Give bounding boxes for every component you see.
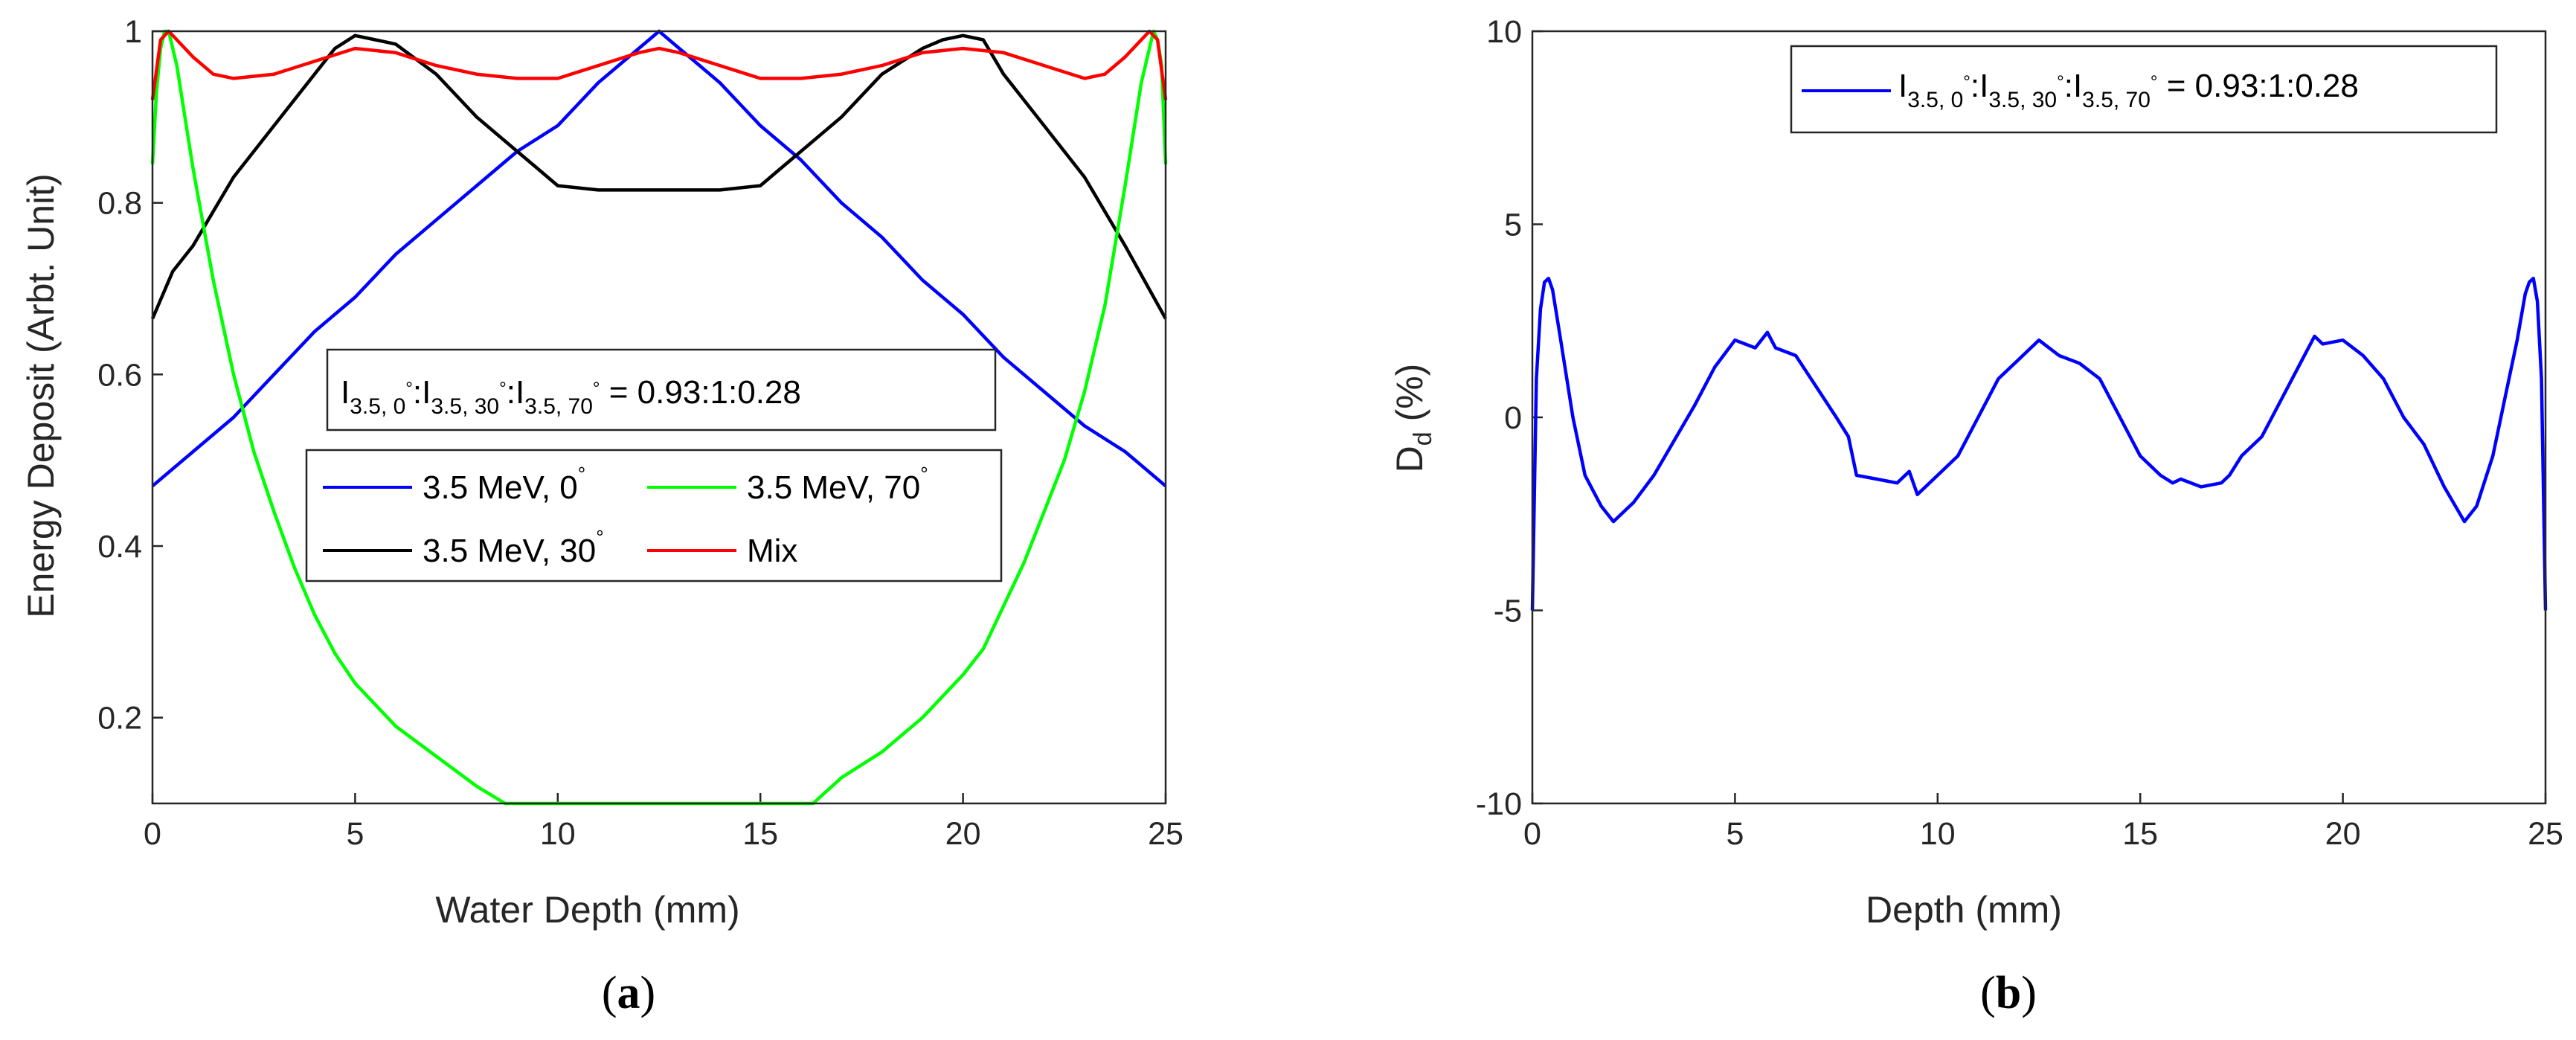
x-tick-label: 20 (945, 816, 981, 852)
annotation-text: I3.5, 0°:I3.5, 30°:I3.5, 70° = 0.93:1:0.… (341, 374, 801, 419)
x-tick-label: 0 (1523, 816, 1541, 852)
y-tick-label: 0.8 (97, 186, 142, 222)
y-tick-label: 5 (1504, 208, 1522, 243)
panel-a: 0 5 10 15 20 25 0.2 0.4 0.6 0.8 1 I3.5, 0°:I3.5, … (20, 14, 1183, 1018)
legend-label-0deg: 3.5 MeV, 0° (423, 463, 585, 506)
legend-label-30deg: 3.5 MeV, 30° (423, 526, 604, 569)
x-tick-label: 15 (742, 816, 778, 852)
panel-a-x-ticks: 0 5 10 15 20 25 (144, 793, 1183, 852)
panel-b-y-ticks: -10 -5 0 5 10 (1476, 14, 1543, 822)
series-line-i3-5-0-i3-5-30-i3-5-70-0-93-1-0-28 (1530, 276, 2548, 611)
x-tick-label: 0 (144, 816, 161, 852)
legend-box-b (1790, 45, 2498, 134)
panel-b-x-label: Depth (mm) (1866, 889, 2062, 931)
panel-a-annotation: I3.5, 0°:I3.5, 30°:I3.5, 70° = 0.93:1:0.… (326, 348, 997, 431)
panel-a-y-label: Energy Deposit (Arbt. Unit) (20, 173, 62, 617)
legend-label-mix: Mix (747, 533, 797, 569)
x-tick-label: 5 (346, 816, 364, 852)
panel-a-series (150, 29, 1168, 806)
panel-b-caption: (b) (1980, 968, 2037, 1018)
y-tick-label: -10 (1476, 786, 1522, 822)
y-tick-label: -5 (1494, 594, 1522, 629)
x-tick-label: 10 (540, 816, 576, 852)
panel-b-series (1530, 276, 2548, 611)
panel-b-x-ticks: 0 5 10 15 20 25 (1523, 793, 2563, 852)
legend-box (305, 449, 1003, 582)
series-line-mix (150, 29, 1168, 100)
x-tick-label: 20 (2325, 816, 2361, 852)
y-tick-label: 1 (124, 14, 142, 50)
x-tick-label: 25 (1148, 816, 1183, 852)
x-tick-label: 25 (2528, 816, 2563, 852)
panel-a-x-label: Water Depth (mm) (435, 889, 739, 931)
legend-label-ratio: I3.5, 0°:I3.5, 30°:I3.5, 70° = 0.93:1:0.… (1898, 68, 2359, 112)
y-tick-label: 0.4 (97, 529, 142, 565)
y-tick-label: 0.2 (97, 701, 142, 736)
legend-label-70deg: 3.5 MeV, 70° (747, 463, 928, 506)
x-tick-label: 15 (2122, 816, 2158, 852)
y-tick-label: 0.6 (97, 357, 142, 393)
series-line-3-5-mev-30 (150, 33, 1167, 320)
panel-b-y-label: Dd (%) (1389, 364, 1437, 473)
panel-a-y-ticks: 0.2 0.4 0.6 0.8 1 (97, 14, 163, 736)
panel-a-legend: 3.5 MeV, 0° 3.5 MeV, 70° 3.5 MeV, 30° Mi… (305, 449, 1003, 582)
y-tick-label: 10 (1486, 14, 1522, 50)
x-tick-label: 10 (1920, 816, 1956, 852)
annotation-box (326, 348, 997, 431)
panel-b-legend: I3.5, 0°:I3.5, 30°:I3.5, 70° = 0.93:1:0.… (1790, 45, 2498, 134)
panel-b-axes-frame (1531, 30, 2547, 805)
y-tick-label: 0 (1504, 400, 1522, 436)
panel-a-axes-frame (151, 30, 1167, 805)
panel-a-caption: (a) (602, 968, 655, 1018)
x-tick-label: 5 (1726, 816, 1744, 852)
panel-b: 0 5 10 15 20 25 -10 -5 0 5 10 I3.5, 0°:I3.5, 30°:… (1389, 14, 2563, 1018)
